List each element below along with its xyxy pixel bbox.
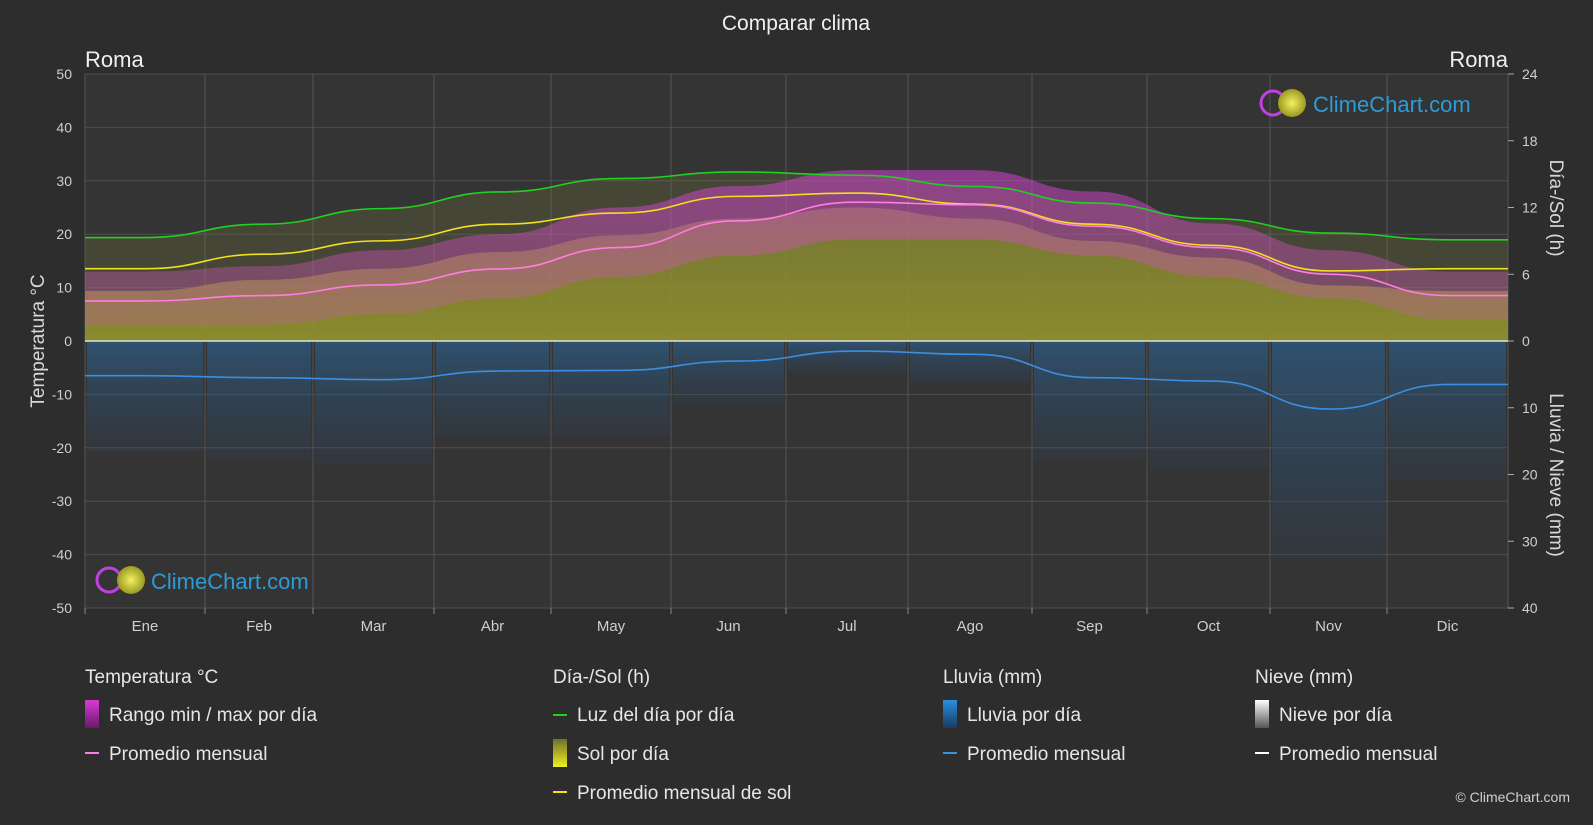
rain-bar [1034,341,1145,459]
rain-bar [315,341,432,465]
legend-temp-range-swatch [85,700,99,728]
rain-bar [673,341,784,406]
left-tick-label: 20 [56,226,72,242]
right-top-tick-label: 6 [1522,266,1530,282]
temp-avg-line [85,201,1508,302]
right-top-tick-label: 24 [1522,66,1538,82]
right-bottom-tick-label: 20 [1522,467,1538,483]
series-lines [85,171,1508,410]
legend-rain-avg: Promedio mensual [967,744,1125,765]
chart-title: Comparar clima [722,12,871,35]
legend-snow-heading: Nieve (mm) [1255,667,1353,688]
rain-bar [207,341,311,459]
rain-bars [87,341,1506,559]
legend-sunshine-swatch [553,739,567,767]
left-tick-label: -50 [52,600,72,616]
rain-bar [87,341,203,453]
left-tick-label: 50 [56,66,72,82]
month-labels: Ene Feb Mar Abr May Jun Jul Ago Sep Oct Nov Dic [84,608,1459,635]
legend-temp-range: Rango min / max por día [109,705,317,726]
rain-avg-line [85,350,1508,410]
legend-snow-swatch [1255,700,1269,728]
left-tick-label: 30 [56,173,72,189]
right-top-tick-label: 12 [1522,200,1538,216]
legend-rain-day: Lluvia por día [967,705,1082,726]
sunshine-fill [85,207,1508,341]
temperature-range-area [85,170,1508,325]
month-label: Nov [1315,618,1342,635]
legend-rain-swatch [943,700,957,728]
rain-bar [436,341,549,438]
legend-daylight: Luz del día por día [577,705,735,726]
right-bottom-tick-label: 40 [1522,600,1538,616]
legend-temp-heading: Temperatura °C [85,667,218,688]
city-right: Roma [1449,47,1508,72]
left-tick-label: -40 [52,547,72,563]
temp-range-fill [85,170,1508,325]
logo-text-top: ClimeChart.com [1313,92,1471,117]
rain-bar [1149,341,1268,470]
rain-bar [1272,341,1385,559]
right-bottom-axis-ticks: 10 20 30 40 [1508,400,1538,616]
right-bottom-axis-title: Lluvia / Nieve (mm) [1545,393,1566,557]
right-top-axis-title: Día-/Sol (h) [1545,159,1566,256]
copyright: © ClimeChart.com [1455,789,1570,805]
rain-bar [910,341,1030,384]
logo-text-bottom: ClimeChart.com [151,569,309,594]
month-label: Dic [1437,618,1459,635]
legend-snow-avg: Promedio mensual [1279,744,1437,765]
month-label: Jun [716,618,740,635]
right-bottom-tick-label: 10 [1522,400,1538,416]
city-left: Roma [85,47,144,72]
logo-top: ClimeChart.com [1259,89,1471,117]
daylight-line [85,171,1508,241]
logo-bottom: ClimeChart.com [95,566,309,594]
rain-bar [553,341,669,435]
right-top-tick-label: 18 [1522,133,1538,149]
sun-avg-line [85,192,1508,272]
legend: Temperatura °C Rango min / max por día P… [85,667,1437,804]
legend-sun-avg: Promedio mensual de sol [577,783,791,804]
month-label: Abr [481,618,504,635]
month-label: Jul [837,618,856,635]
month-label: Oct [1197,618,1221,635]
month-label: Sep [1076,618,1103,635]
right-top-tick-label: 0 [1522,333,1530,349]
left-tick-label: 0 [64,333,72,349]
legend-snow-day: Nieve por día [1279,705,1392,726]
rain-bar [1389,341,1506,480]
month-label: Mar [361,618,387,635]
legend-sun-heading: Día-/Sol (h) [553,667,650,688]
left-tick-label: -20 [52,440,72,456]
right-top-axis-ticks: 24 18 12 6 0 [1508,66,1538,349]
left-tick-label: -30 [52,493,72,509]
legend-temp-avg: Promedio mensual [109,744,267,765]
legend-rain-heading: Lluvia (mm) [943,667,1042,688]
logo-sun-icon [1278,89,1306,117]
month-label: Feb [246,618,272,635]
left-tick-label: -10 [52,386,72,402]
month-label: May [597,618,626,635]
left-axis-title: Temperatura °C [28,274,49,407]
rain-bar [788,341,906,374]
legend-sunshine: Sol por día [577,744,669,765]
left-tick-label: 40 [56,119,72,135]
month-label: Ago [957,618,984,635]
month-label: Ene [132,618,159,635]
left-tick-label: 10 [56,280,72,296]
right-bottom-tick-label: 30 [1522,533,1538,549]
left-axis-ticks: 50 40 30 20 10 0 -10 -20 -30 -40 -50 [52,66,72,616]
logo-sun-icon [117,566,145,594]
